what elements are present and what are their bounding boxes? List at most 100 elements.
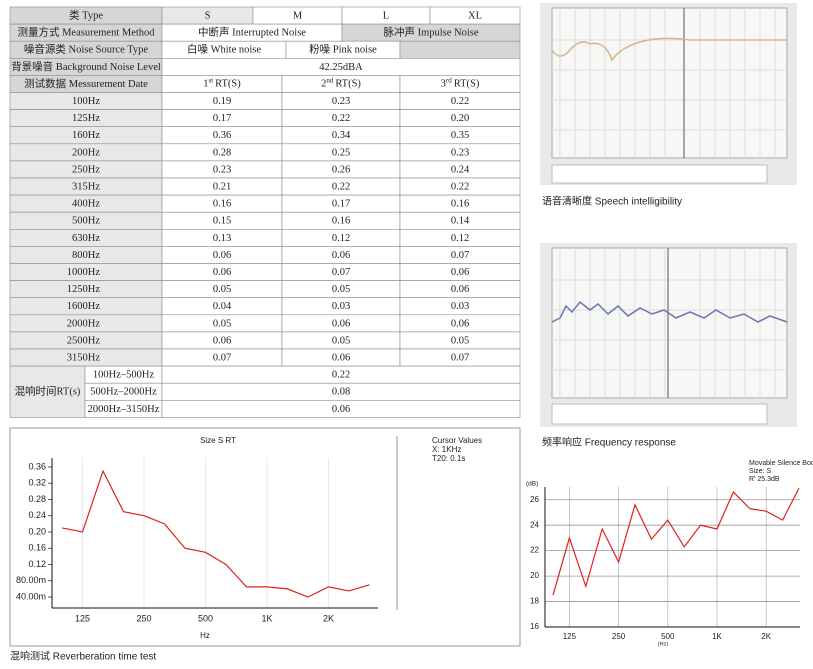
- cell-text: 0.05: [213, 318, 231, 329]
- cell-text: RT(S): [335, 79, 361, 90]
- cell-text: 0.13: [213, 233, 231, 244]
- cell-text: 0.03: [451, 301, 469, 312]
- image-legend: [551, 403, 768, 425]
- x-tick-label: 125: [75, 613, 90, 623]
- cell-text: 0.06: [332, 352, 350, 363]
- cell-text: 类 Type: [69, 8, 103, 21]
- cell-text: 100Hz: [72, 96, 100, 107]
- y-tick-label: 20: [530, 571, 539, 580]
- cell-text: 0.28: [213, 147, 231, 158]
- cell-text: 0.05: [213, 284, 231, 295]
- x-tick-label: 125: [563, 632, 577, 641]
- frequency-image: [540, 243, 797, 427]
- cursor-value: T20: 0.1s: [432, 454, 465, 463]
- x-tick-label: 250: [612, 632, 626, 641]
- cell-text: 0.24: [451, 164, 470, 175]
- cell-text: 0.16: [213, 199, 231, 210]
- image-caption: 频率响应 Frequency response: [542, 436, 676, 449]
- cell-text: 0.05: [332, 284, 350, 295]
- cell-text: 315Hz: [72, 181, 100, 192]
- cell-text: 160Hz: [72, 130, 100, 141]
- cell-text: 0.06: [332, 250, 350, 261]
- y-tick-label: 24: [530, 520, 539, 529]
- y-tick-label: 18: [530, 597, 539, 606]
- y-tick-label: 0.20: [28, 526, 46, 536]
- image-plot: [551, 7, 788, 159]
- ordinal-number: 1: [203, 79, 208, 90]
- speech-image: [540, 3, 797, 185]
- cell-text: 0.22: [451, 181, 469, 192]
- cell-text: 0.26: [332, 164, 350, 175]
- image-grid: [552, 248, 787, 398]
- x-tick-label: 500: [198, 613, 213, 623]
- cell-text: L: [383, 10, 389, 21]
- cell-text: 0.07: [451, 250, 469, 261]
- cell-text: RT(S): [215, 79, 241, 90]
- cell-text: 0.16: [332, 216, 350, 227]
- cell-text: 0.05: [451, 335, 469, 346]
- cell-text: 背景噪音 Background Noise Level: [11, 60, 161, 73]
- image-caption: 语音清晰度 Speech intelligibility: [542, 195, 682, 208]
- x-axis-label: Hz: [200, 631, 210, 640]
- cell-text: 42.25dBA: [319, 62, 363, 73]
- cell-text: 0.08: [332, 387, 350, 398]
- image-grid: [552, 8, 787, 158]
- image-legend: [551, 164, 768, 184]
- cell-text: 0.15: [213, 216, 231, 227]
- cell-text: 1st RT(S): [203, 76, 241, 90]
- y-tick-label: 26: [530, 495, 539, 504]
- ordinal-suffix: st: [208, 76, 213, 84]
- cell-text: 0.06: [213, 335, 231, 346]
- cell-text: 200Hz: [72, 147, 100, 158]
- cell-text: 1000Hz: [67, 267, 101, 278]
- cell-text: 0.19: [213, 96, 231, 107]
- cell-text: 0.23: [213, 164, 231, 175]
- cell-text: 0.04: [213, 301, 232, 312]
- cell-text: 400Hz: [72, 199, 100, 210]
- cursor-value: Cursor Values: [432, 436, 482, 445]
- ordinal-suffix: nd: [326, 76, 334, 84]
- ordinal-suffix: rd: [446, 76, 452, 84]
- cell-text: 0.23: [332, 96, 350, 107]
- y-tick-label: 0.24: [28, 510, 46, 520]
- y-tick-label: 22: [530, 546, 539, 555]
- cell-text: 0.12: [332, 233, 350, 244]
- data-line: [552, 487, 800, 596]
- y-tick-label: 80.00m: [16, 575, 46, 585]
- cell-text: 800Hz: [72, 250, 100, 261]
- chart-title: Size: S: [749, 468, 772, 475]
- cell-text: 2000Hz: [67, 318, 101, 329]
- x-tick-label: 2K: [761, 632, 771, 641]
- cell-text: 0.14: [451, 216, 470, 227]
- y-tick-label: 0.16: [28, 543, 46, 553]
- cell-text: 白噪 White noise: [187, 43, 261, 56]
- cell-text: 0.03: [332, 301, 350, 312]
- ordinal-number: 3: [441, 79, 446, 90]
- cell-text: 100Hz–500Hz: [93, 370, 155, 381]
- x-tick-label: 500: [661, 632, 675, 641]
- y-tick-label: 0.32: [28, 478, 46, 488]
- caption: 混响测试 Reverberation time test: [10, 650, 156, 663]
- cell-text: 0.22: [332, 113, 350, 124]
- cell-text: M: [293, 10, 303, 21]
- cell-text: 0.16: [451, 199, 469, 210]
- cell-text: 0.21: [213, 181, 231, 192]
- cell-text: 2500Hz: [67, 335, 101, 346]
- cell-text: 0.06: [213, 250, 231, 261]
- cell-text: RT(S): [454, 79, 480, 90]
- image-plot: [551, 247, 788, 399]
- cell-text: 0.34: [332, 130, 351, 141]
- chart-title: R' 25.3dB: [749, 476, 780, 483]
- image-curve: [551, 300, 788, 323]
- y-tick-label: 0.36: [28, 461, 46, 471]
- cell-text: 0.12: [451, 233, 469, 244]
- cursor-value: X: 1KHz: [432, 445, 461, 454]
- x-axis-label: (Hz): [658, 641, 669, 647]
- ordinal-number: 2: [321, 79, 326, 90]
- cell-text: 0.35: [451, 130, 469, 141]
- x-tick-label: 1K: [261, 613, 272, 623]
- chart-frame: [9, 427, 521, 647]
- cell-text: 500Hz: [72, 216, 100, 227]
- cell-text: 2000Hz–3150Hz: [88, 404, 160, 415]
